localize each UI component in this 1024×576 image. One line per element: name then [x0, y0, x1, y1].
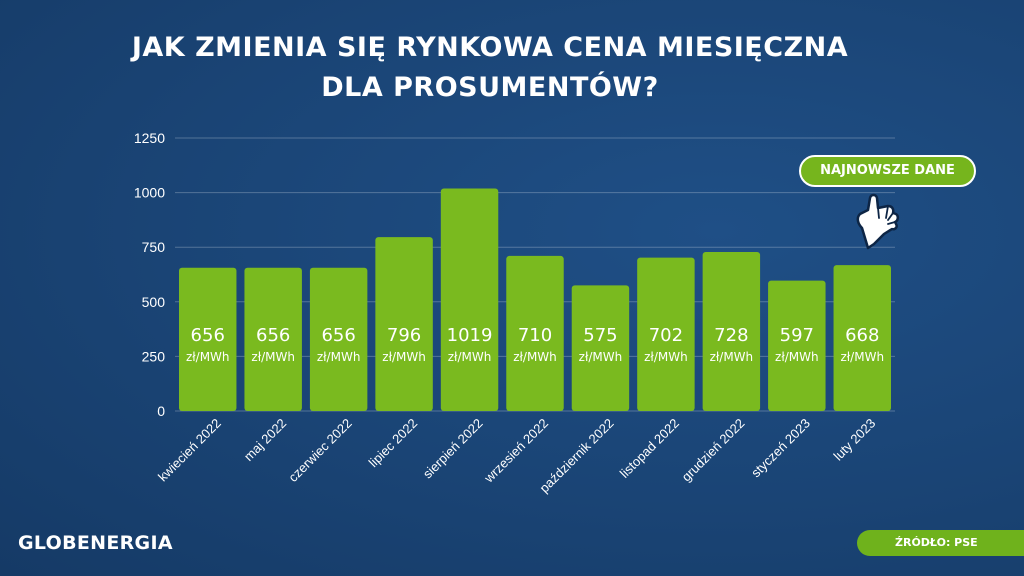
- globenergia-logo: GLOBENERGIA: [18, 532, 173, 554]
- bar-unit-label: zł/MWh: [579, 350, 623, 364]
- x-tick-label: grudzień 2022: [679, 416, 748, 485]
- bar-value-label: 728: [714, 325, 748, 346]
- data-labels: 656 zł/MWh 656 zł/MWh 656 zł/MWh 796 zł/MWh 1019…: [186, 325, 884, 364]
- bar-value-label: 1019: [447, 325, 493, 346]
- chart-title-line-1: JAK ZMIENIA SIĘ RYNKOWA CENA MIESIĘCZNA: [131, 32, 849, 63]
- bar-value-label: 796: [387, 325, 421, 346]
- bar-unit-label: zł/MWh: [317, 350, 361, 364]
- bar-value-label: 710: [518, 325, 552, 346]
- y-tick-label: 750: [142, 239, 166, 255]
- x-tick-label: czerwiec 2022: [285, 416, 354, 485]
- x-tick-label: listopad 2022: [617, 416, 682, 481]
- bars: [179, 188, 891, 411]
- bar: [571, 285, 630, 411]
- source-label: ŹRÓDŁO: PSE: [857, 530, 1024, 556]
- chart-title: JAK ZMIENIA SIĘ RYNKOWA CENA MIESIĘCZNA …: [0, 28, 980, 108]
- y-tick-label: 0: [157, 403, 165, 419]
- bar: [179, 267, 237, 411]
- y-tick-label: 500: [142, 294, 166, 310]
- x-tick-label: luty 2023: [830, 416, 878, 464]
- bar: [440, 188, 499, 411]
- bar-unit-label: zł/MWh: [840, 350, 884, 364]
- bar: [506, 255, 564, 411]
- latest-data-badge: NAJNOWSZE DANE: [799, 155, 976, 187]
- bar: [768, 280, 826, 411]
- y-tick-label: 250: [142, 348, 166, 364]
- bar: [637, 257, 695, 411]
- bar: [833, 265, 891, 411]
- bar-unit-label: zł/MWh: [448, 350, 492, 364]
- pointing-hand-icon: [856, 193, 900, 250]
- bar-value-label: 668: [845, 325, 879, 346]
- bar-value-label: 656: [321, 325, 355, 346]
- x-tick-label: styczeń 2023: [748, 416, 813, 481]
- x-tick-label: maj 2022: [241, 416, 289, 464]
- y-tick-label: 1250: [134, 130, 165, 146]
- y-axis-ticks: 0 250 500 750 1000 1250: [134, 130, 165, 419]
- bar: [244, 267, 302, 411]
- bar-unit-label: zł/MWh: [382, 350, 426, 364]
- bar-value-label: 656: [256, 325, 290, 346]
- bar-value-label: 575: [583, 325, 617, 346]
- x-tick-label: kwiecień 2022: [155, 416, 224, 485]
- bar-unit-label: zł/MWh: [710, 350, 754, 364]
- bar-value-label: 597: [780, 325, 814, 346]
- bar-value-label: 702: [649, 325, 683, 346]
- bar: [702, 252, 761, 411]
- bar: [309, 267, 368, 411]
- x-tick-label: lipiec 2022: [366, 416, 421, 471]
- x-tick-label: sierpień 2022: [420, 416, 486, 482]
- bar-unit-label: zł/MWh: [775, 350, 819, 364]
- bar-unit-label: zł/MWh: [644, 350, 688, 364]
- chart-title-line-2: DLA PROSUMENTÓW?: [321, 72, 659, 103]
- bar-unit-label: zł/MWh: [186, 350, 230, 364]
- bar: [375, 237, 433, 411]
- bar-unit-label: zł/MWh: [513, 350, 557, 364]
- x-tick-label: wrzesień 2022: [481, 416, 552, 487]
- y-tick-label: 1000: [134, 185, 165, 201]
- bar-unit-label: zł/MWh: [251, 350, 295, 364]
- bar-value-label: 656: [191, 325, 225, 346]
